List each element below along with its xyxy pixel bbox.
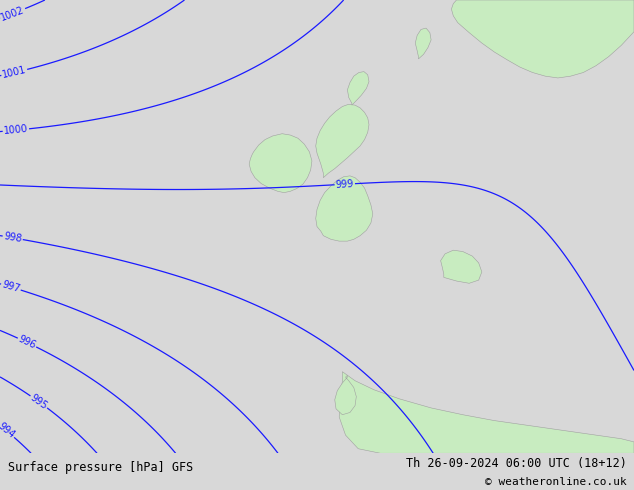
- Text: 997: 997: [1, 280, 21, 294]
- Polygon shape: [316, 176, 373, 241]
- Polygon shape: [347, 72, 369, 105]
- Text: 994: 994: [0, 421, 16, 441]
- Polygon shape: [335, 375, 356, 415]
- Text: 995: 995: [29, 392, 49, 411]
- Polygon shape: [249, 134, 312, 193]
- Text: 999: 999: [335, 179, 354, 190]
- Polygon shape: [441, 250, 482, 283]
- Text: 998: 998: [3, 231, 23, 245]
- Text: 1002: 1002: [0, 4, 26, 23]
- Polygon shape: [415, 28, 431, 59]
- Text: 1000: 1000: [3, 124, 29, 136]
- Text: © weatheronline.co.uk: © weatheronline.co.uk: [484, 477, 626, 487]
- Text: 996: 996: [16, 334, 37, 351]
- Polygon shape: [339, 371, 634, 453]
- Polygon shape: [451, 0, 634, 78]
- Text: Th 26-09-2024 06:00 UTC (18+12): Th 26-09-2024 06:00 UTC (18+12): [406, 457, 626, 470]
- Polygon shape: [316, 104, 369, 178]
- Text: Surface pressure [hPa] GFS: Surface pressure [hPa] GFS: [8, 461, 193, 474]
- Text: 1001: 1001: [1, 65, 27, 80]
